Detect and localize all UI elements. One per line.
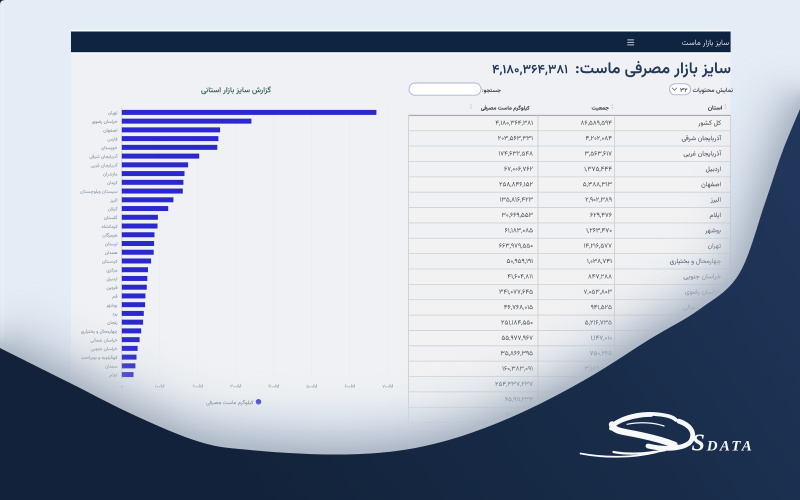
svg-text:DATA: DATA <box>706 438 754 454</box>
svg-text:S: S <box>692 430 705 456</box>
